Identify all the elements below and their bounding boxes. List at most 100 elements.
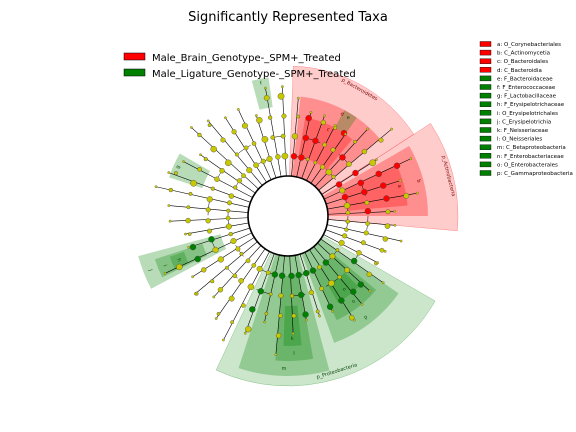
tree-node-129 bbox=[322, 259, 330, 266]
clade-n bbox=[328, 272, 359, 303]
tree-node-159 bbox=[271, 271, 279, 278]
tree-node-34 bbox=[231, 129, 237, 135]
clade-o-label: o bbox=[351, 298, 357, 305]
tree-node-134 bbox=[328, 279, 335, 287]
tree-node-143 bbox=[308, 289, 315, 296]
tree-leaf-31 bbox=[206, 119, 210, 123]
tree-node-105 bbox=[345, 219, 350, 224]
tree-leaf-137 bbox=[353, 318, 356, 322]
tree-node-200 bbox=[225, 223, 232, 230]
tree-node-11 bbox=[190, 179, 197, 187]
tree-node-196 bbox=[228, 231, 233, 237]
clade-l-label: l bbox=[293, 351, 295, 357]
tree-node-59 bbox=[302, 134, 309, 142]
tree-node-139 bbox=[319, 286, 324, 291]
tree-node-133 bbox=[317, 264, 322, 270]
tree-node-182 bbox=[239, 251, 244, 256]
tree-leaf-73 bbox=[344, 132, 347, 136]
clade-n-label: n bbox=[342, 286, 348, 293]
key-swatch-m bbox=[479, 144, 492, 150]
tree-node-126 bbox=[344, 267, 350, 273]
tree-leaf-162 bbox=[263, 320, 266, 324]
tree-node-9 bbox=[228, 193, 235, 199]
key-swatch-k bbox=[479, 127, 492, 133]
tree-node-110 bbox=[363, 230, 369, 236]
tree-branch bbox=[301, 115, 325, 179]
key-label-h: h: F_Erysipelotrichaceae bbox=[497, 102, 565, 108]
tree-node-184 bbox=[210, 279, 215, 284]
root-ring bbox=[247, 175, 329, 257]
clade-j-label: j bbox=[147, 268, 153, 272]
tree-node-20 bbox=[203, 157, 208, 162]
tree-node-56 bbox=[296, 114, 300, 119]
tree-leaf-158 bbox=[274, 353, 278, 356]
tree-node-40 bbox=[266, 155, 273, 162]
clade-d-label: d bbox=[339, 111, 345, 118]
tree-leaf-149 bbox=[304, 318, 308, 322]
tree-leaf-203 bbox=[184, 232, 187, 236]
tree-node-161 bbox=[264, 311, 269, 316]
tree-leaf-116 bbox=[383, 250, 387, 253]
clade-m-label: m bbox=[281, 366, 286, 372]
tree-node-19 bbox=[219, 168, 225, 174]
tree-branch bbox=[200, 154, 256, 194]
tree-node-97 bbox=[364, 200, 370, 206]
tree-leaf-120 bbox=[376, 261, 380, 265]
tree-node-170 bbox=[241, 303, 246, 308]
tree-node-197 bbox=[208, 236, 215, 243]
tree-node-107 bbox=[384, 223, 391, 229]
key-swatch-g bbox=[479, 92, 492, 99]
tree-node-165 bbox=[249, 306, 256, 313]
tree-leaf-69 bbox=[333, 124, 337, 127]
tree-leaf-145 bbox=[318, 314, 321, 318]
tree-node-33 bbox=[243, 145, 249, 151]
tree-node-94 bbox=[380, 182, 387, 189]
tree-node-52 bbox=[277, 92, 285, 100]
tree-node-201 bbox=[206, 228, 212, 234]
tree-node-188 bbox=[217, 256, 224, 263]
tree-node-101 bbox=[345, 210, 351, 216]
tree-leaf-26 bbox=[190, 126, 193, 129]
tree-node-29 bbox=[220, 137, 226, 143]
tree-node-16 bbox=[197, 167, 202, 172]
key-swatch-j bbox=[479, 118, 492, 125]
key-label-p: p: C_Gammaproteobacteria bbox=[497, 171, 573, 177]
tree-node-150 bbox=[288, 272, 295, 280]
tree-node-1 bbox=[205, 207, 211, 213]
tree-node-147 bbox=[297, 291, 305, 299]
legend: Male_Brain_Genotype-_SPM+_Treated Male_L… bbox=[123, 52, 356, 80]
tree-node-127 bbox=[357, 281, 365, 288]
tree-branch bbox=[327, 219, 395, 226]
tree-branch bbox=[327, 211, 395, 215]
tree-node-130 bbox=[337, 274, 342, 280]
tree-nodes bbox=[154, 85, 419, 356]
tree-node-67 bbox=[322, 142, 327, 148]
tree-node-15 bbox=[214, 176, 220, 182]
key-swatch-e bbox=[479, 75, 492, 82]
tree-node-18 bbox=[236, 178, 242, 184]
tree-node-24 bbox=[210, 145, 217, 153]
tree-node-131 bbox=[350, 288, 357, 295]
tree-node-50 bbox=[280, 133, 286, 139]
key-swatch-o bbox=[479, 161, 492, 168]
clade-p-label: p bbox=[363, 314, 369, 321]
tree-branch bbox=[327, 192, 418, 210]
tree-node-92 bbox=[341, 193, 349, 201]
tree-branch bbox=[325, 229, 386, 252]
tree-node-118 bbox=[356, 250, 362, 256]
legend-swatch-brain bbox=[123, 52, 146, 61]
tree-branch bbox=[275, 255, 285, 355]
tree-leaf-35 bbox=[224, 116, 227, 120]
tree-leaf-167 bbox=[243, 331, 247, 335]
tree-node-156 bbox=[278, 313, 283, 319]
tree-leaf-132 bbox=[360, 302, 364, 306]
tree-node-36 bbox=[260, 158, 266, 164]
tree-node-76 bbox=[353, 139, 357, 144]
tree-node-25 bbox=[197, 132, 202, 138]
chart-title: Significantly Represented Taxa bbox=[188, 10, 388, 25]
tree-node-88 bbox=[357, 179, 365, 187]
tree-node-93 bbox=[361, 188, 368, 196]
tree-leaf-199 bbox=[187, 246, 190, 249]
tree-node-179 bbox=[232, 273, 238, 279]
tree-node-46 bbox=[268, 115, 273, 120]
